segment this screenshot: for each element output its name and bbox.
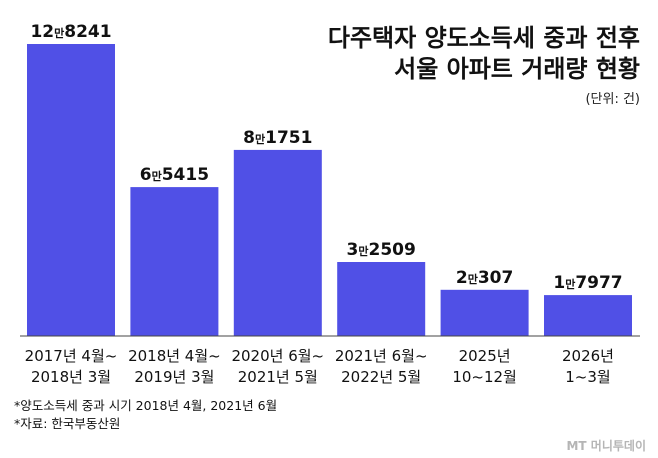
category-label-1-line-1: 2018년 4월~	[128, 347, 221, 365]
bar-0	[27, 44, 115, 336]
bar-3	[337, 262, 426, 336]
value-labels-group: 12만8241 6만5415 8만1751 3만2509 2만307 1만7977	[30, 22, 622, 293]
bar-1	[130, 187, 219, 336]
bar-5	[544, 295, 632, 336]
logo: MT 머니투데이	[566, 438, 646, 453]
category-label-3-line-2: 2022년 5월	[341, 368, 421, 386]
category-label-0-line-2: 2018년 3월	[31, 368, 111, 386]
footnote-2: *자료: 한국부동산원	[14, 416, 120, 431]
value-label-2: 8만1751	[243, 128, 312, 148]
chart-title-line-2: 서울 아파트 거래량 현황	[394, 55, 640, 83]
footnote-1: *양도소득세 중과 시기 2018년 4월, 2021년 6월	[14, 398, 277, 413]
value-label-3: 3만2509	[347, 240, 416, 260]
chart-title-line-1: 다주택자 양도소득세 중과 전후	[328, 24, 640, 52]
category-label-1-line-2: 2019년 3월	[134, 368, 214, 386]
value-label-4: 2만307	[456, 268, 513, 288]
category-label-4-line-1: 2025년	[459, 347, 511, 365]
value-label-0: 12만8241	[30, 22, 111, 42]
category-label-5-line-1: 2026년	[562, 347, 614, 365]
unit-label: (단위: 건)	[585, 92, 640, 107]
category-label-4-line-2: 10~12월	[452, 368, 517, 386]
bar-2	[233, 149, 322, 336]
category-label-0-line-1: 2017년 4월~	[25, 347, 118, 365]
category-label-2-line-2: 2021년 5월	[238, 368, 318, 386]
category-label-3-line-1: 2021년 6월~	[335, 347, 428, 365]
bars-group	[27, 44, 632, 336]
value-label-5: 1만7977	[553, 273, 622, 293]
category-label-5-line-2: 1~3월	[565, 368, 610, 386]
category-labels-group: 2017년 4월~ 2018년 3월 2018년 4월~ 2019년 3월 2020년 …	[25, 347, 614, 386]
category-label-2-line-1: 2020년 6월~	[231, 347, 324, 365]
value-label-1: 6만5415	[140, 165, 209, 185]
bar-4	[440, 289, 529, 336]
